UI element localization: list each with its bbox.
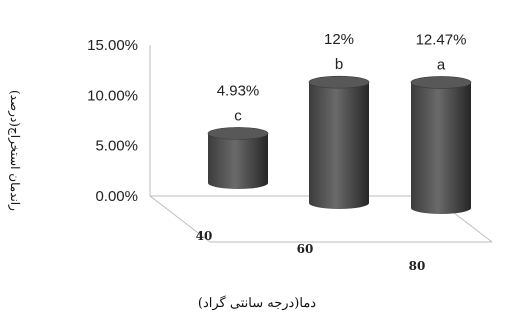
bar: a 12.47% [410,31,472,215]
group-letter: c [234,107,242,124]
x-tick-labels: 40 60 80 [196,229,426,273]
bar-body [208,133,268,189]
bar-top [207,127,269,140]
bar-body [411,82,471,215]
y-axis-label: راندمان استخراج(درصد) [8,89,22,211]
x-tick-label: 80 [409,259,426,273]
bar-body [309,82,369,209]
data-label: 12% [324,31,354,48]
y-tick-label: 5.00% [95,138,138,155]
y-tick-label: 10.00% [87,87,138,104]
data-label: 12.47% [416,31,467,48]
y-tick-label: 15.00% [87,37,138,54]
x-tick-label: 40 [196,229,213,243]
y-tick-labels: 15.00% 10.00% 5.00% 0.00% [87,37,138,205]
bar-top [308,75,370,89]
y-tick-label: 0.00% [95,188,138,205]
group-letter: b [335,56,343,73]
bar: c 4.93% [207,82,269,189]
bar: b 12% [308,31,370,209]
bar-top [410,76,472,89]
floor-left-edge [149,195,211,243]
x-axis-label: دما(درجه سانتی گراد) [197,296,317,311]
data-label: 4.93% [217,82,260,99]
bars: c 4.93% b 12% a 12.47% [207,31,472,215]
group-letter: a [437,56,446,73]
x-tick-label: 60 [297,242,314,256]
